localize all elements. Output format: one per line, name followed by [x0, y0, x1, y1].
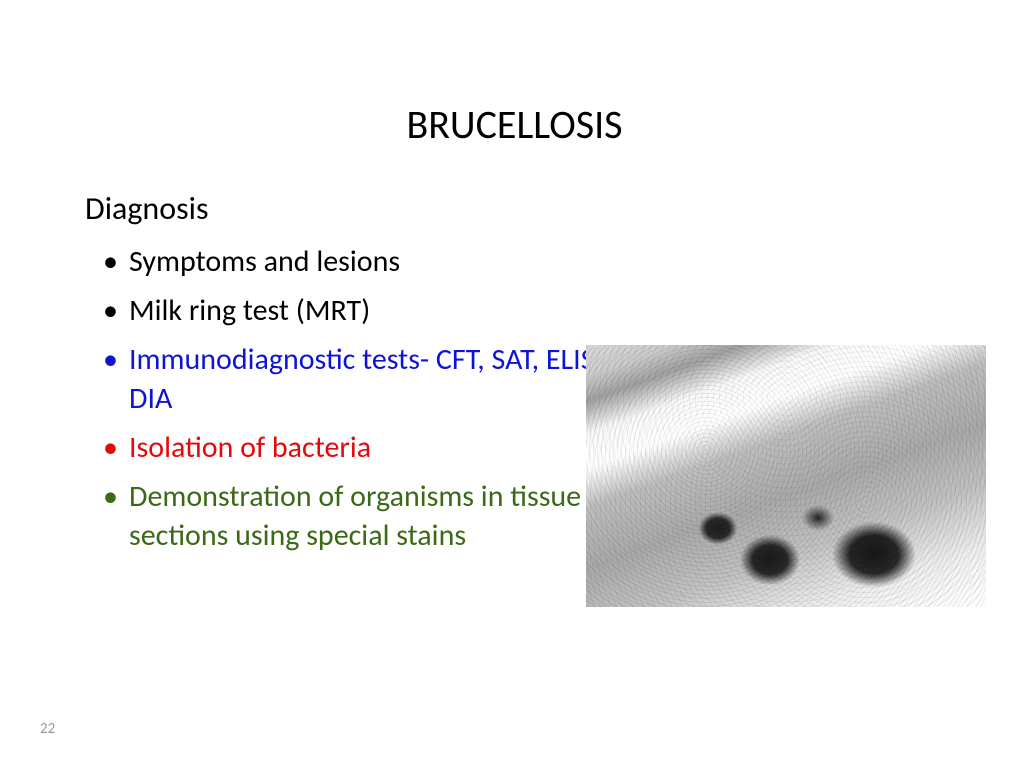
bullet-text: Milk ring test (MRT) — [129, 292, 370, 329]
bullet-item: Symptoms and lesions — [103, 242, 623, 281]
section-heading: Diagnosis — [85, 189, 944, 228]
bullet-text: Symptoms and lesions — [129, 243, 400, 280]
bullet-item: Milk ring test (MRT) — [103, 291, 623, 330]
bullet-item: Isolation of bacteria — [103, 428, 623, 467]
slide: BRUCELLOSIS Diagnosis Symptoms and lesio… — [0, 0, 1024, 768]
bullet-text: Demonstration of organisms in tissue sec… — [129, 478, 581, 554]
histology-image — [586, 345, 986, 607]
bullet-item: Immunodiagnostic tests- CFT, SAT, ELISA,… — [103, 340, 623, 418]
slide-title: BRUCELLOSIS — [85, 100, 944, 149]
page-number: 22 — [40, 720, 55, 738]
bullet-item: Demonstration of organisms in tissue sec… — [103, 477, 623, 555]
bullet-text: Immunodiagnostic tests- CFT, SAT, ELISA,… — [129, 341, 619, 417]
bullet-text: Isolation of bacteria — [129, 429, 371, 466]
